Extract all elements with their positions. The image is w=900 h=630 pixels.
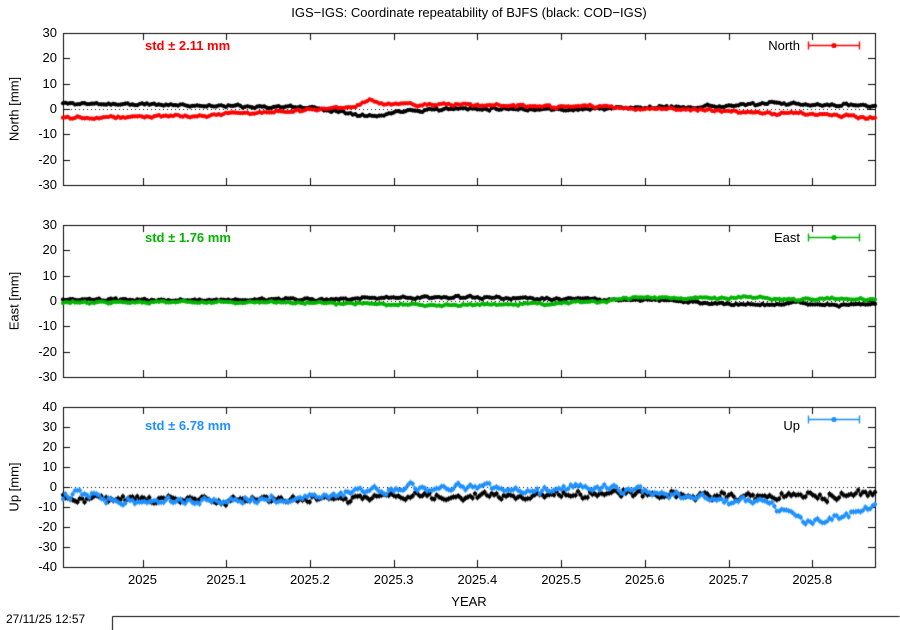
y-tick-label: 0 [49,293,57,308]
y-tick-label: -30 [38,369,57,384]
y-tick-label: -20 [38,343,57,359]
y-tick-label: 10 [42,75,57,91]
y-tick-label: -10 [38,126,57,142]
y-tick-label: -20 [38,519,57,534]
y-tick-label: 20 [42,50,57,66]
y-tick-label: 20 [42,439,57,454]
x-axis-label: YEAR [451,594,487,609]
y-tick-label: 0 [49,479,57,494]
y-tick-label: 0 [49,101,57,116]
x-tick-label: 2025 [128,572,157,587]
y-tick-label: -30 [38,539,57,554]
y-tick-label: 10 [42,267,57,283]
y-tick-label: 30 [42,217,57,232]
chart-title: IGS−IGS: Coordinate repeatability of BJF… [291,5,647,20]
std-label-north: std ± 2.11 mm [145,38,231,53]
y-tick-label: -40 [38,559,57,574]
legend-label-east: East [773,230,800,245]
x-tick-label: 2025.1 [206,572,247,587]
legend-label-north: North [768,38,800,53]
x-tick-label: 2025.2 [290,572,330,587]
x-tick-label: 2025.7 [708,572,749,587]
x-tick-label: 2025.8 [792,572,833,587]
y-tick-label: 30 [42,25,57,40]
y-tick-label: 30 [42,419,57,434]
timestamp: 27/11/25 12:57 [6,612,86,626]
x-tick-label: 2025.4 [457,572,498,587]
y-tick-label: -30 [38,177,57,192]
x-tick-label: 2025.6 [624,572,665,587]
std-label-up: std ± 6.78 mm [145,418,231,433]
y-tick-label: -20 [38,151,57,167]
y-tick-label: 10 [42,459,57,474]
y-tick-label: -10 [38,499,57,514]
x-tick-label: 2025.3 [373,572,414,587]
legend-label-up: Up [783,418,800,433]
std-label-east: std ± 1.76 mm [145,230,231,245]
y-tick-label: -10 [38,318,57,334]
x-tick-label: 2025.5 [541,572,581,587]
y-tick-label: 40 [42,399,57,414]
y-tick-label: 20 [42,242,57,258]
